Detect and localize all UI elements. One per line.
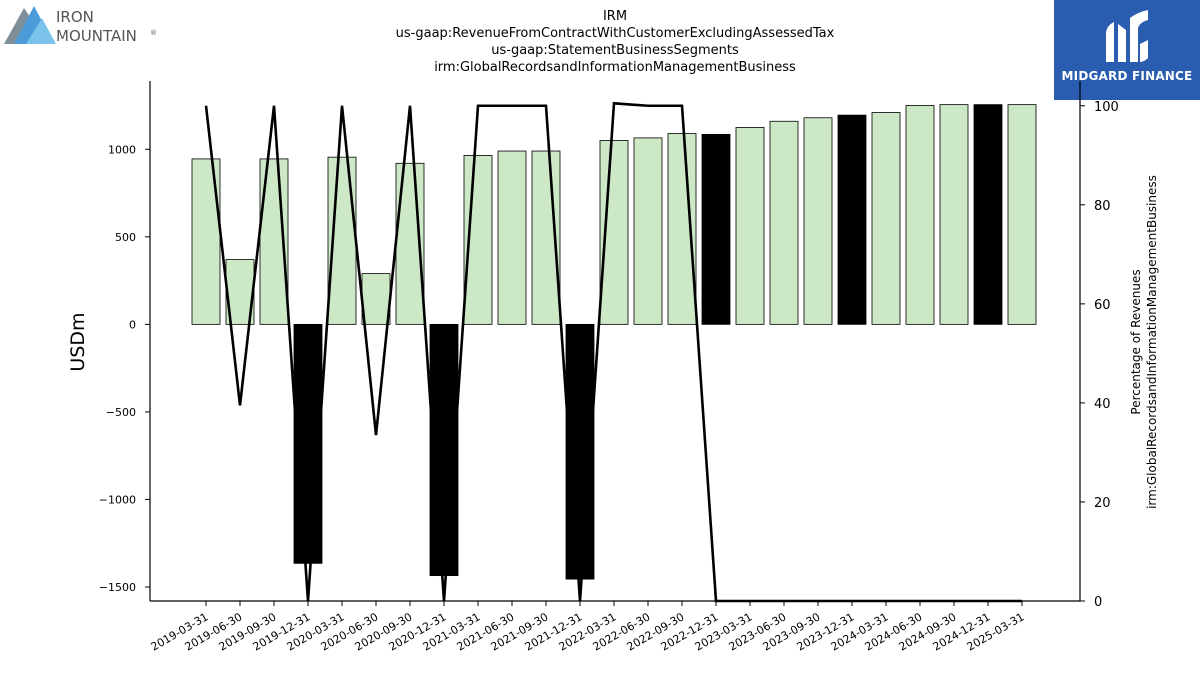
y-axis-label: USDm bbox=[67, 312, 89, 371]
midgard-finance-logo: MIDGARD FINANCE bbox=[1054, 0, 1200, 100]
y2-tick-label: 40 bbox=[1094, 397, 1111, 412]
y-tick-label: −500 bbox=[106, 406, 136, 419]
bar bbox=[667, 133, 697, 325]
midgard-brand-name: MIDGARD FINANCE bbox=[1061, 69, 1193, 83]
y-tick-label: −1000 bbox=[99, 493, 136, 506]
iron-mountain-logo: IRON MOUNTAIN ® bbox=[4, 4, 164, 48]
bar bbox=[939, 104, 969, 325]
y2-tick-label: 0 bbox=[1094, 595, 1102, 610]
chart-title-line: us-gaap:RevenueFromContractWithCustomerE… bbox=[396, 26, 835, 41]
y-tick-label: 500 bbox=[115, 231, 136, 244]
y-tick-label: 1000 bbox=[108, 143, 136, 156]
bar bbox=[837, 114, 867, 325]
bar bbox=[871, 112, 901, 325]
chart-title-line: us-gaap:StatementBusinessSegments bbox=[491, 43, 739, 58]
bar bbox=[973, 104, 1003, 325]
brand-line2: MOUNTAIN bbox=[56, 27, 137, 45]
bar bbox=[1007, 104, 1037, 325]
y-tick-label: 0 bbox=[129, 318, 136, 331]
bar bbox=[361, 273, 391, 325]
y2-axis-label: Percentage of Revenues bbox=[1129, 269, 1143, 414]
bars-layer bbox=[191, 104, 1037, 580]
y2-tick-label: 60 bbox=[1094, 298, 1111, 313]
bar bbox=[633, 137, 663, 325]
bar bbox=[803, 117, 833, 325]
y2-tick-label: 80 bbox=[1094, 199, 1111, 214]
y2-tick-label: 20 bbox=[1094, 496, 1111, 511]
bar bbox=[701, 134, 731, 325]
y-tick-label: −1500 bbox=[99, 581, 136, 594]
bar bbox=[497, 150, 527, 325]
midgard-emblem-icon bbox=[1106, 10, 1148, 62]
y2-axis-label: irm:GlobalRecordsandInformationManagemen… bbox=[1145, 175, 1159, 509]
brand-registered-mark: ® bbox=[150, 29, 157, 37]
bar bbox=[769, 120, 799, 325]
chart-title-line: IRM bbox=[603, 9, 627, 24]
y2-tick-label: 100 bbox=[1094, 100, 1119, 115]
iron-mountain-mountain-icon: IRON MOUNTAIN ® bbox=[4, 6, 157, 45]
bar bbox=[293, 323, 323, 564]
bar bbox=[905, 105, 935, 325]
chart-title-line: irm:GlobalRecordsandInformationManagemen… bbox=[434, 60, 796, 75]
bar bbox=[735, 126, 765, 325]
brand-line1: IRON bbox=[56, 8, 94, 26]
chart-title: IRM us-gaap:RevenueFromContractWithCustom… bbox=[396, 9, 835, 75]
